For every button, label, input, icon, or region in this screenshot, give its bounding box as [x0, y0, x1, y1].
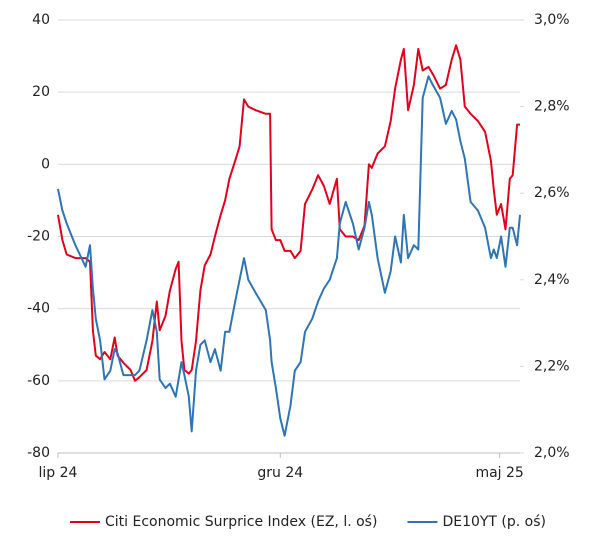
y-tick-label: -20	[27, 229, 50, 245]
y2-tick-label: 2,6%	[534, 185, 570, 201]
y2-tick-label: 3,0%	[534, 12, 570, 28]
y-tick-label: 40	[32, 12, 50, 28]
y-tick-label: -60	[27, 373, 50, 389]
y2-tick-label: 2,2%	[534, 358, 570, 374]
y-tick-label: 20	[32, 84, 50, 100]
y2-tick-label: 2,0%	[534, 445, 570, 461]
x-tick-label: lip 24	[39, 465, 78, 481]
x-tick-label: maj 25	[475, 465, 523, 481]
legend-label: Citi Economic Surprice Index (EZ, l. oś)	[105, 514, 377, 530]
y-tick-label: -40	[27, 301, 50, 317]
y-tick-label: -80	[27, 445, 50, 461]
series-line	[57, 75, 521, 437]
y-tick-label: 0	[41, 156, 50, 172]
legend-label: DE10YT (p. oś)	[442, 514, 546, 530]
series-line	[57, 44, 520, 382]
y2-tick-label: 2,8%	[534, 99, 570, 115]
y2-tick-label: 2,4%	[534, 272, 570, 288]
x-tick-label: gru 24	[257, 465, 303, 481]
